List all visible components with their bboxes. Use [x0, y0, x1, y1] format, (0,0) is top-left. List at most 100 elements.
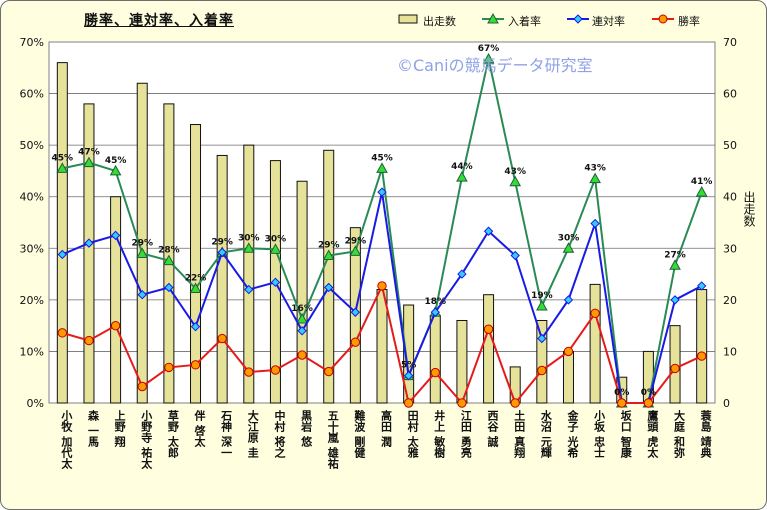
legend-label-place-rate: 入着率: [508, 15, 541, 28]
marker-top2-rate: [164, 282, 174, 293]
x-tick-label: 森 一馬: [86, 409, 99, 448]
y-axis-right-title: 出走数: [742, 191, 756, 227]
bar-starts: [696, 289, 708, 404]
marker-place-rate: [695, 186, 708, 197]
marker-win-rate: [164, 362, 174, 373]
data-label-place-rate: 29%: [345, 236, 367, 246]
marker-win-rate: [84, 335, 94, 346]
data-label-place-rate: 16%: [291, 304, 313, 314]
marker-win-rate: [244, 367, 254, 377]
bar-starts: [243, 144, 255, 404]
marker-place-rate: [349, 245, 362, 256]
marker-top2-rate: [403, 370, 414, 381]
x-tick-label: 石神 深一: [220, 410, 234, 458]
marker-top2-rate: [217, 247, 227, 258]
marker-win-rate: [510, 398, 520, 408]
marker-place-rate: [322, 249, 335, 261]
marker-win-rate: [483, 324, 494, 334]
x-tick-label: 黒岩 悠: [300, 410, 314, 447]
legend-marker-top2-rate: [573, 14, 583, 24]
y-tick-label-left: 10%: [20, 345, 44, 358]
x-tick-label: 小坂 忠士: [593, 409, 607, 458]
data-label-place-rate: 45%: [105, 156, 127, 166]
x-tick-label: 鷹頭 虎太: [646, 409, 660, 459]
marker-win-rate: [217, 333, 227, 344]
marker-top2-rate: [324, 282, 334, 293]
marker-win-rate: [297, 350, 307, 360]
x-tick-label: 高田 潤: [380, 409, 393, 448]
data-label-place-rate: 30%: [558, 233, 580, 243]
data-label-place-rate: 43%: [584, 164, 606, 174]
x-tick-label: 草野 太郎: [166, 409, 180, 459]
data-label-place-rate: 45%: [371, 153, 393, 163]
x-tick-label: 大江原 圭: [246, 409, 259, 459]
marker-top2-rate: [563, 295, 574, 305]
bar-starts: [483, 294, 495, 404]
legend-label-win-rate: 勝率: [678, 15, 700, 28]
legend-marker-place-rate: [487, 12, 499, 24]
marker-win-rate: [696, 351, 707, 361]
marker-place-rate: [269, 243, 282, 254]
y-tick-label-left: 70%: [20, 36, 44, 49]
marker-win-rate: [670, 363, 680, 374]
bar-starts: [110, 196, 122, 404]
chart-title: 勝率、連対率、入着率: [84, 13, 234, 29]
marker-top2-rate: [377, 187, 387, 197]
bar-starts: [562, 350, 574, 404]
data-label-place-rate: 30%: [265, 234, 287, 244]
x-tick-label: 五十嵐 雄祐: [326, 410, 340, 470]
x-tick-label: 水沼 元輝: [539, 409, 552, 459]
marker-top2-rate: [590, 218, 600, 229]
legend-marker-win-rate: [658, 14, 668, 24]
y-tick-label-left: 60%: [20, 88, 44, 101]
marker-win-rate: [350, 337, 361, 347]
y-tick-label-right: 20: [723, 294, 737, 307]
bar-starts: [296, 180, 308, 404]
data-label-place-rate: 44%: [451, 162, 473, 172]
marker-place-rate: [83, 156, 95, 168]
x-tick-label: 小牧 加代太: [60, 409, 74, 470]
marker-top2-rate: [270, 277, 281, 288]
data-label-place-rate: 18%: [425, 297, 447, 307]
bar-starts: [136, 82, 148, 404]
marker-top2-rate: [137, 289, 147, 300]
marker-win-rate: [377, 281, 387, 291]
data-label-place-rate: 22%: [185, 274, 207, 284]
x-tick-label: 蓑島 靖典: [699, 409, 713, 459]
bar-starts: [56, 62, 68, 404]
x-tick-label: 井上 敏樹: [433, 409, 447, 459]
marker-top2-rate: [110, 230, 121, 241]
y-tick-label-right: 40: [723, 191, 737, 204]
watermark: ©Caniの競馬データ研究室: [397, 56, 593, 75]
bar-starts: [323, 149, 335, 404]
x-tick-label: 江田 勇亮: [459, 409, 472, 459]
x-tick-label: 中村 将之: [273, 409, 286, 459]
y-tick-label-right: 60: [723, 88, 737, 101]
x-tick-label: 大庭 和弥: [673, 409, 686, 459]
marker-win-rate: [537, 365, 547, 376]
y-tick-label-left: 30%: [20, 242, 44, 255]
marker-top2-rate: [537, 333, 547, 344]
marker-win-rate: [643, 398, 654, 408]
legend-swatch-starts: [398, 14, 418, 24]
marker-place-rate: [109, 164, 122, 176]
data-label-place-rate: 29%: [318, 241, 340, 251]
marker-top2-rate: [57, 249, 68, 260]
y-tick-label-right: 70: [723, 36, 737, 49]
marker-place-rate: [296, 312, 308, 324]
bar-starts: [376, 289, 388, 404]
marker-top2-rate: [84, 238, 94, 248]
marker-top2-rate: [190, 321, 201, 332]
data-label-place-rate: 67%: [478, 44, 500, 54]
marker-place-rate: [136, 247, 149, 258]
data-label-place-rate: 45%: [52, 153, 74, 163]
bar-starts: [216, 154, 228, 404]
data-label-place-rate: 0%: [614, 388, 629, 398]
x-tick-label: 小野寺 祐太: [140, 409, 154, 470]
marker-win-rate: [590, 308, 600, 318]
y-tick-label-left: 50%: [20, 139, 44, 152]
x-tick-label: 坂口 智康: [619, 409, 632, 459]
y-tick-label-right: 30: [723, 242, 737, 255]
data-label-place-rate: 19%: [531, 291, 553, 301]
